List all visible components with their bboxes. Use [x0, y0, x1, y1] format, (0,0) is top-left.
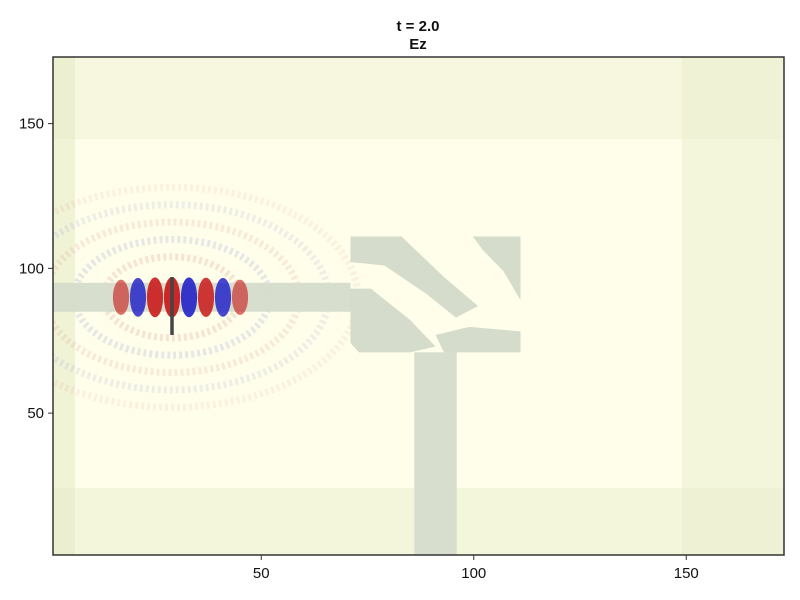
design-region-arm	[350, 236, 478, 318]
pml-right-layer	[682, 57, 784, 555]
y-tick-label: 100	[19, 260, 44, 277]
pml-top-layer	[53, 57, 784, 139]
output-waveguide	[414, 352, 457, 555]
field-lobe	[214, 277, 232, 317]
field-lobe	[112, 279, 130, 315]
field-lobe	[197, 277, 215, 318]
chart-title: t = 2.0	[397, 18, 440, 35]
field-lobe	[146, 277, 164, 318]
design-region-right	[472, 236, 521, 301]
y-axis: 50 100 150	[19, 116, 53, 422]
design-region-lower	[350, 288, 436, 353]
design-region-bottom-right	[435, 326, 521, 353]
chart-subtitle: Ez	[409, 36, 427, 53]
x-tick-label: 100	[461, 565, 486, 582]
field-lobe	[129, 277, 147, 317]
field-lobe	[231, 279, 249, 315]
plot-area	[53, 57, 784, 555]
x-axis: 50 100 150	[253, 555, 699, 582]
field-lobe	[180, 277, 198, 318]
x-tick-label: 150	[674, 565, 699, 582]
plot-frame	[52, 56, 785, 556]
y-tick-label: 150	[19, 116, 44, 133]
y-tick-label: 50	[27, 405, 44, 422]
x-tick-label: 50	[253, 565, 270, 582]
